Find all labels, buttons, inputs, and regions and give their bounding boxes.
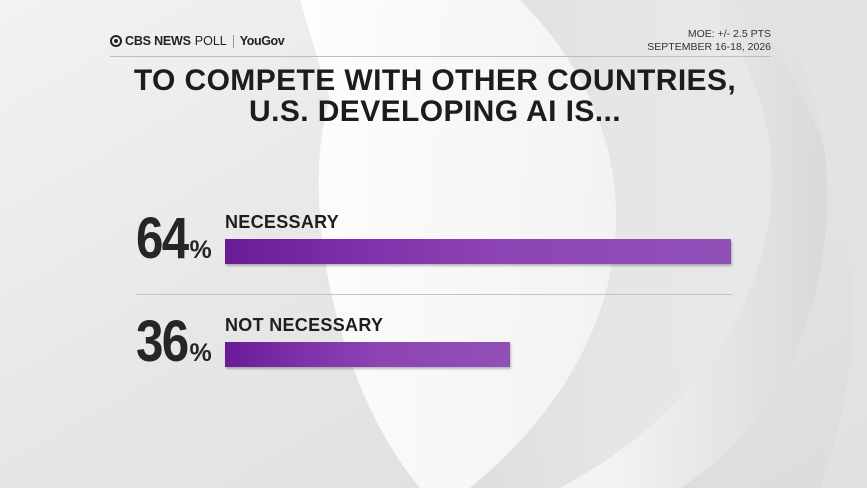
header-divider	[110, 56, 771, 57]
poll-header: CBS NEWS POLL YouGov MOE: +/- 2.5 PTS SE…	[110, 28, 771, 55]
value-label-necessary: 64%	[136, 210, 212, 268]
percent-sign: %	[189, 236, 212, 264]
bar-necessary	[225, 239, 731, 264]
brand-logo: CBS NEWS POLL YouGov	[110, 34, 285, 48]
chart-title: TO COMPETE WITH OTHER COUNTRIES, U.S. DE…	[90, 65, 780, 127]
category-label-not-necessary: NOT NECESSARY	[225, 315, 384, 335]
brand-separator	[232, 34, 234, 48]
cbs-eye-icon	[110, 35, 122, 47]
partner-logo: YouGov	[239, 34, 285, 48]
row-divider	[136, 294, 732, 295]
category-label-necessary: NECESSARY	[225, 212, 340, 232]
brand-suffix: POLL	[194, 34, 227, 48]
bar-not-necessary	[225, 342, 510, 367]
margin-of-error: MOE: +/- 2.5 PTS	[687, 28, 771, 40]
value-number: 64	[136, 206, 189, 271]
percent-sign: %	[189, 339, 212, 367]
title-line-1: TO COMPETE WITH OTHER COUNTRIES,	[133, 64, 737, 97]
poll-meta: MOE: +/- 2.5 PTS SEPTEMBER 16-18, 2026	[647, 28, 771, 54]
value-label-not-necessary: 36%	[136, 313, 212, 371]
brand-name: CBS NEWS	[125, 34, 191, 48]
poll-dates: SEPTEMBER 16-18, 2026	[647, 41, 771, 53]
value-number: 36	[136, 309, 189, 374]
title-line-2: U.S. DEVELOPING AI IS...	[249, 95, 621, 128]
